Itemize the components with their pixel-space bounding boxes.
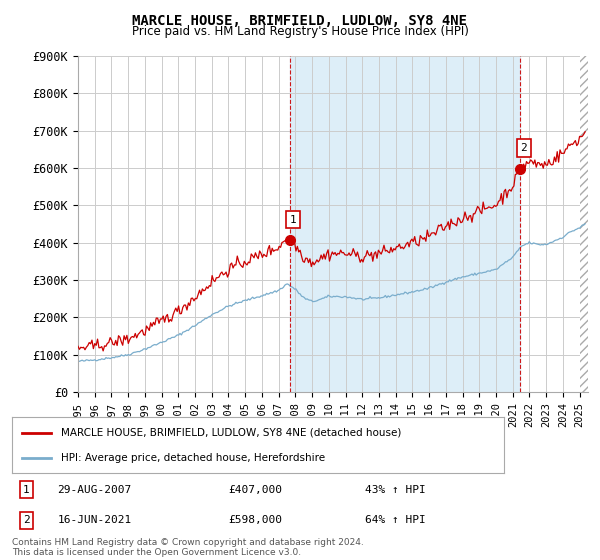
Text: Price paid vs. HM Land Registry's House Price Index (HPI): Price paid vs. HM Land Registry's House …: [131, 25, 469, 38]
Text: 1: 1: [290, 214, 296, 225]
Text: 1: 1: [23, 484, 29, 494]
Bar: [580, 56, 588, 392]
Text: £407,000: £407,000: [229, 484, 283, 494]
Text: MARCLE HOUSE, BRIMFIELD, LUDLOW, SY8 4NE (detached house): MARCLE HOUSE, BRIMFIELD, LUDLOW, SY8 4NE…: [61, 428, 401, 438]
Text: MARCLE HOUSE, BRIMFIELD, LUDLOW, SY8 4NE: MARCLE HOUSE, BRIMFIELD, LUDLOW, SY8 4NE: [133, 14, 467, 28]
Bar: [290, 56, 520, 392]
Text: £598,000: £598,000: [229, 515, 283, 525]
Text: 29-AUG-2007: 29-AUG-2007: [58, 484, 132, 494]
Text: 43% ↑ HPI: 43% ↑ HPI: [365, 484, 426, 494]
Text: 16-JUN-2021: 16-JUN-2021: [58, 515, 132, 525]
Text: HPI: Average price, detached house, Herefordshire: HPI: Average price, detached house, Here…: [61, 452, 325, 463]
Text: 2: 2: [23, 515, 29, 525]
Text: 2: 2: [520, 143, 527, 153]
Text: Contains HM Land Registry data © Crown copyright and database right 2024.
This d: Contains HM Land Registry data © Crown c…: [12, 538, 364, 557]
Text: 64% ↑ HPI: 64% ↑ HPI: [365, 515, 426, 525]
